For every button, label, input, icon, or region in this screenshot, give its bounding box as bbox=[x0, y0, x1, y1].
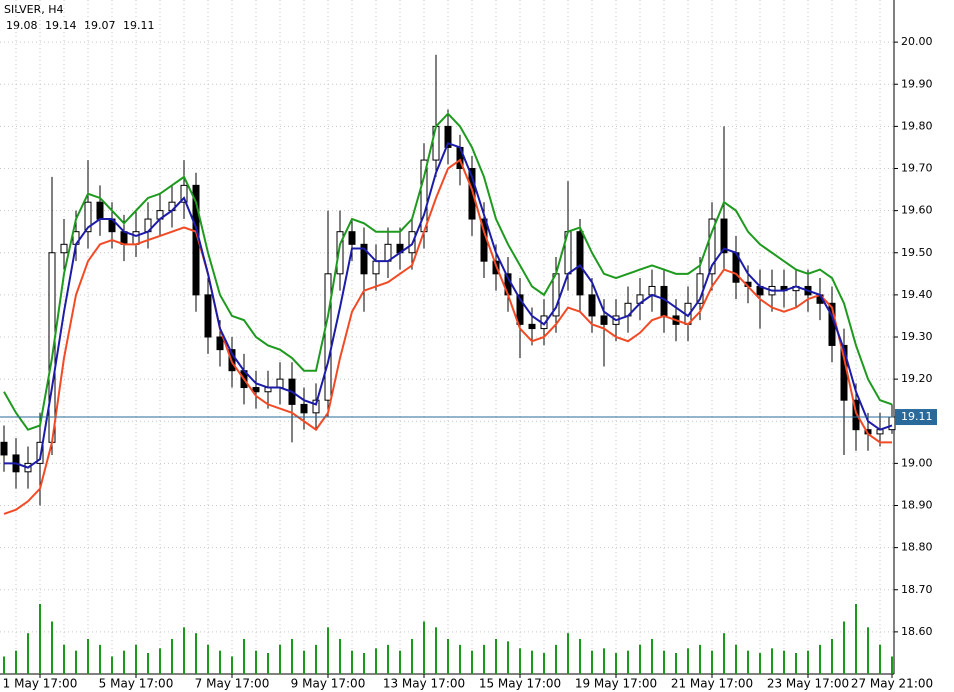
candle-body bbox=[576, 231, 584, 296]
candle-body bbox=[588, 294, 596, 317]
candle-body bbox=[60, 243, 68, 254]
y-tick-label: 19.30 bbox=[901, 330, 933, 343]
candle-body bbox=[120, 231, 128, 245]
x-tick-label: 13 May 17:00 bbox=[383, 677, 465, 691]
y-tick-label: 19.70 bbox=[901, 162, 933, 175]
candle-body bbox=[252, 387, 260, 393]
candle-body bbox=[324, 273, 332, 401]
x-tick-label: 19 May 17:00 bbox=[575, 677, 657, 691]
y-tick-label: 18.80 bbox=[901, 541, 933, 554]
candle-body bbox=[0, 441, 8, 456]
x-tick-label: 5 May 17:00 bbox=[99, 677, 174, 691]
candle-body bbox=[132, 231, 140, 245]
candle-body bbox=[276, 378, 284, 389]
candle-body bbox=[852, 399, 860, 431]
candle-body bbox=[336, 231, 344, 275]
candle-body bbox=[600, 315, 608, 325]
candle-body bbox=[468, 168, 476, 220]
candle-body bbox=[36, 441, 44, 464]
y-tick-label: 18.70 bbox=[901, 583, 933, 596]
candle-body bbox=[84, 201, 92, 233]
candle-body bbox=[360, 243, 368, 275]
moving-average bbox=[4, 141, 893, 469]
ohlc-value: 19.11 bbox=[123, 19, 155, 32]
y-tick-label: 19.20 bbox=[901, 372, 933, 385]
candle-body bbox=[516, 294, 524, 325]
y-tick-label: 19.40 bbox=[901, 288, 933, 301]
y-tick-label: 19.60 bbox=[901, 204, 933, 217]
y-tick-label: 19.50 bbox=[901, 246, 933, 259]
candle-body bbox=[204, 294, 212, 338]
candle-body bbox=[96, 201, 104, 220]
y-tick-label: 19.80 bbox=[901, 119, 933, 132]
candle-body bbox=[312, 399, 320, 414]
x-tick-label: 1 May 17:00 bbox=[3, 677, 78, 691]
moving-average bbox=[3, 112, 893, 431]
candle-body bbox=[708, 218, 716, 275]
y-tick-label: 19.90 bbox=[901, 77, 933, 90]
x-tick-label: 15 May 17:00 bbox=[479, 677, 561, 691]
y-tick-label: 18.90 bbox=[901, 499, 933, 512]
candle-body bbox=[720, 218, 728, 254]
ohlc-value: 19.14 bbox=[45, 19, 77, 32]
candle-body bbox=[372, 260, 380, 275]
chart-title: SILVER, H4 bbox=[4, 3, 64, 16]
price-label-box bbox=[895, 409, 937, 426]
ohlc-value: 19.07 bbox=[84, 19, 116, 32]
x-tick-label: 7 May 17:00 bbox=[195, 677, 270, 691]
y-tick-label: 19.00 bbox=[901, 456, 933, 469]
x-tick-label: 9 May 17:00 bbox=[291, 677, 366, 691]
candle-body bbox=[300, 403, 308, 414]
candle-body bbox=[444, 125, 452, 148]
x-tick-label: 23 May 17:00 bbox=[767, 677, 849, 691]
moving-average bbox=[3, 158, 892, 515]
candle-body bbox=[348, 231, 356, 245]
price-label: 19.11 bbox=[901, 410, 933, 423]
candle-body bbox=[180, 184, 188, 203]
candle-body bbox=[888, 416, 896, 431]
y-tick-label: 20.00 bbox=[901, 35, 933, 48]
x-tick-label: 27 May 21:00 bbox=[851, 677, 933, 691]
candle-body bbox=[216, 336, 224, 351]
candle-body bbox=[528, 323, 536, 330]
y-tick-label: 18.60 bbox=[901, 625, 933, 638]
x-tick-label: 21 May 17:00 bbox=[671, 677, 753, 691]
candle-body bbox=[648, 285, 656, 296]
ohlc-value: 19.08 bbox=[6, 19, 38, 32]
